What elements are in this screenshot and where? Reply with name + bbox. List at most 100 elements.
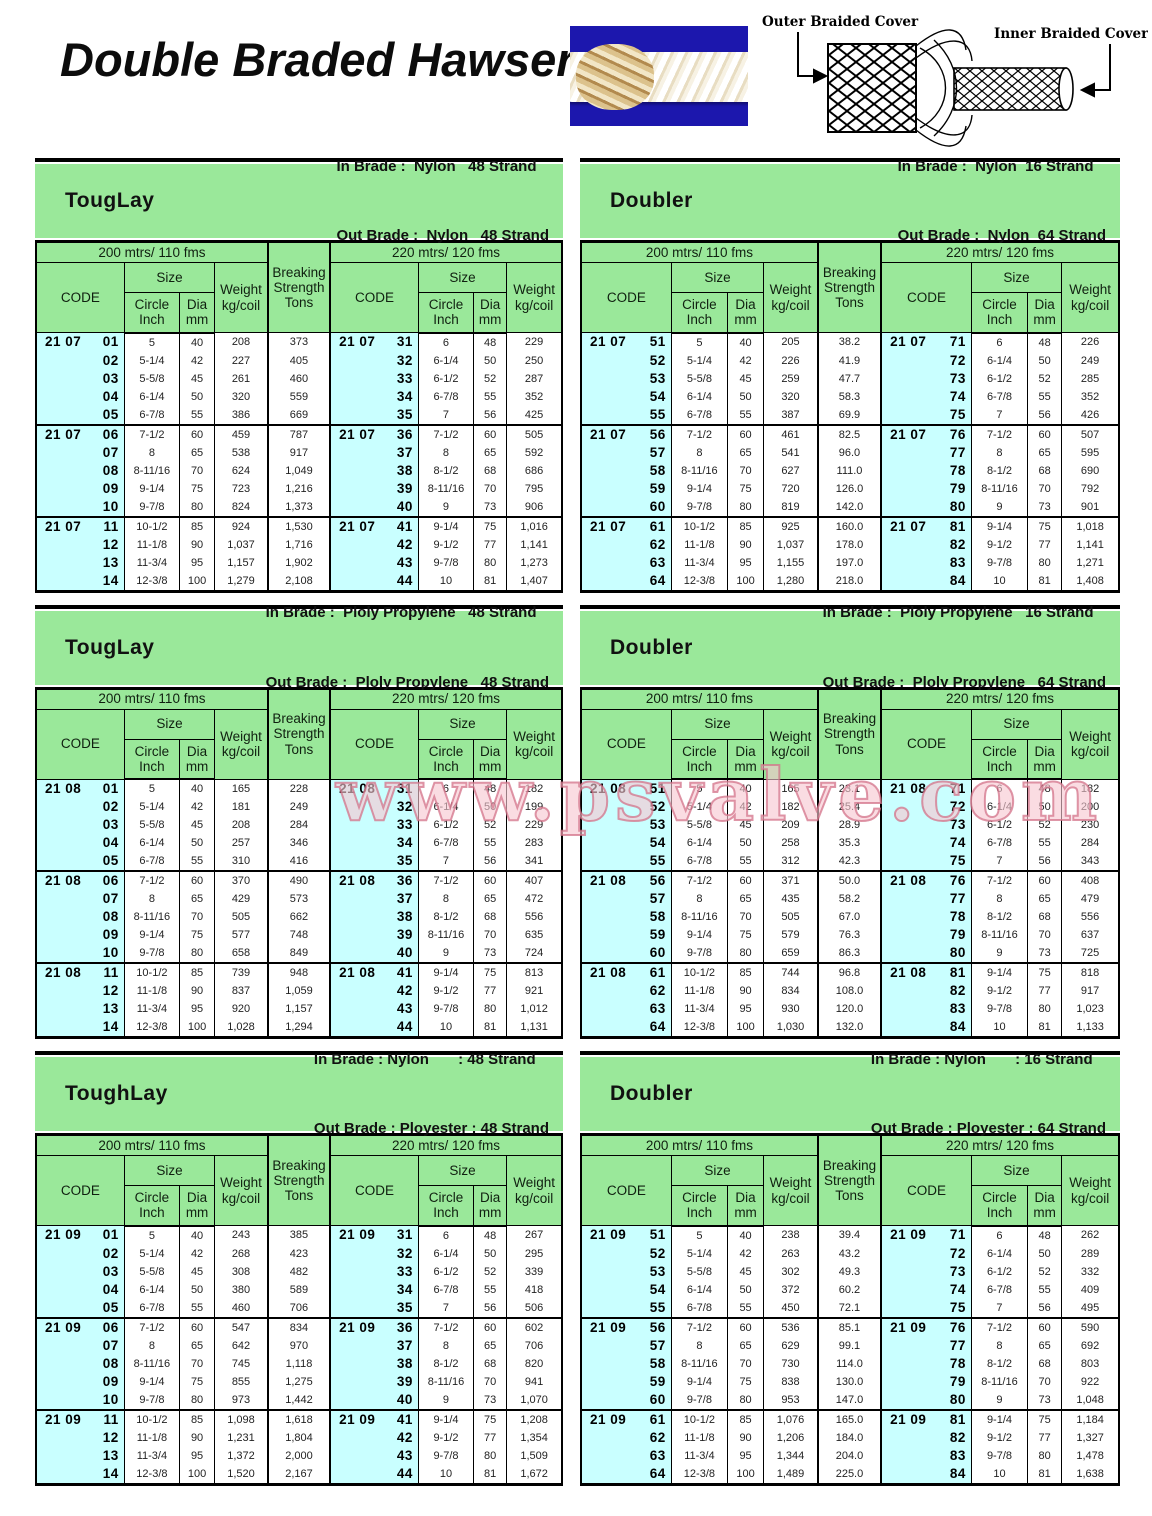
dia-mm-cell: 77: [1027, 535, 1063, 554]
circle-inch-cell: 10: [970, 571, 1029, 591]
table-row: 58 8-11/16 70 627 111.0 78 8-1/2 68 690: [580, 461, 1120, 480]
table-header-panel: TougLay In Brade : Nylon 48 Strand Out B…: [35, 158, 563, 244]
code-suffix: 83: [949, 554, 966, 570]
code-cell: 74: [880, 387, 972, 406]
code-cell: 21 09 01: [35, 1225, 125, 1245]
weight-cell: 658: [214, 944, 269, 963]
code-cell: 63: [580, 553, 672, 572]
circle-inch-cell: 8-11/16: [670, 1354, 729, 1373]
circle-inch-header: Circle Inch: [970, 1185, 1029, 1227]
code-suffix: 59: [649, 1373, 666, 1389]
table-row: 21 09 06 7-1/2 60 547 834 21 09 36 7-1/2 60 602: [35, 1316, 563, 1337]
circle-inch-cell: 9-7/8: [417, 1000, 475, 1018]
code-suffix: 37: [396, 1337, 413, 1353]
dia-mm-cell: 65: [473, 443, 508, 462]
code-prefix: 21 08: [45, 873, 82, 888]
table-row: 21 07 06 7-1/2 60 459 787 21 07 36 7-1/2 60 505: [35, 423, 563, 444]
circle-inch-cell: 6-1/2: [417, 1262, 475, 1281]
weight-cell: 813: [506, 962, 563, 982]
breaking-strength-cell: 1,618: [266, 1408, 332, 1429]
weight-cell: 922: [1061, 1372, 1120, 1391]
dia-mm-cell: 40: [178, 779, 216, 798]
weight-cell: 1,155: [763, 553, 819, 572]
code-prefix: 21 07: [890, 334, 927, 350]
breaking-strength-cell: 416: [266, 852, 332, 871]
circle-inch-cell: 6: [417, 332, 475, 352]
breaking-strength-cell: 490: [266, 870, 332, 890]
code-prefix: 21 09: [590, 1227, 627, 1243]
weight-cell: 579: [763, 926, 819, 944]
code-suffix: 72: [949, 1245, 966, 1261]
circle-inch-cell: 11-1/8: [670, 982, 729, 1000]
weight-cell: 819: [763, 497, 819, 517]
code-cell: 59: [580, 1372, 672, 1391]
code-suffix: 05: [102, 853, 119, 868]
code-prefix: 21 09: [890, 1227, 927, 1243]
table-row: 21 08 06 7-1/2 60 370 490 21 08 36 7-1/2 60 407: [35, 870, 563, 890]
circle-inch-cell: 9-7/8: [970, 1000, 1029, 1018]
weight-cell: 200: [1061, 798, 1120, 816]
circle-inch-cell: 6-7/8: [417, 1280, 475, 1299]
dia-mm-cell: 95: [726, 553, 765, 572]
table-row: 60 9-7/8 80 659 86.3 80 9 73 725: [580, 944, 1120, 963]
circle-inch-cell: 6-1/2: [970, 369, 1029, 388]
weight-cell: 1,279: [214, 571, 269, 591]
code-prefix: 21 07: [590, 334, 627, 350]
code-prefix: 21 08: [590, 965, 627, 980]
weight-cell: 803: [1061, 1354, 1120, 1373]
circle-inch-cell: 11-3/4: [670, 553, 729, 572]
circle-inch-cell: 9-7/8: [417, 1446, 475, 1465]
table-row: 58 8-11/16 70 505 67.0 78 8-1/2 68 556: [580, 908, 1120, 926]
span-220-header: 220 mtrs/ 120 fms: [329, 1134, 563, 1156]
code-cell: 09: [35, 479, 125, 498]
circle-inch-cell: 10-1/2: [670, 515, 729, 536]
code-cell: 39: [329, 1372, 419, 1391]
code-prefix: 21 09: [590, 1319, 627, 1335]
code-suffix: 14: [102, 1019, 119, 1034]
code-cell: 21 07 71: [880, 332, 972, 352]
code-cell: 79: [880, 926, 972, 944]
weight-cell: 472: [506, 890, 563, 908]
breaking-strength-cell: 60.2: [816, 1280, 883, 1299]
dia-mm-cell: 80: [726, 497, 765, 517]
weight-cell: 629: [763, 1336, 819, 1355]
table-row: 21 09 51 5 40 238 39.4 21 09 71 6 48 262: [580, 1225, 1120, 1245]
size-header: Size: [417, 1155, 508, 1186]
code-cell: 14: [35, 1018, 125, 1038]
code-suffix: 03: [102, 1263, 119, 1279]
weight-cell: 262: [1061, 1225, 1120, 1245]
code-suffix: 62: [649, 983, 666, 998]
code-suffix: 10: [102, 1391, 119, 1407]
dia-mm-cell: 56: [473, 405, 508, 425]
circle-inch-cell: 6-7/8: [670, 1298, 729, 1318]
code-cell: 60: [580, 497, 672, 517]
circle-inch-cell: 9-7/8: [123, 497, 181, 517]
code-suffix: 79: [949, 927, 966, 942]
breaking-strength-cell: 76.3: [816, 926, 883, 944]
circle-inch-cell: 9: [417, 944, 475, 963]
table-row: 21 07 51 5 40 205 38.2 21 07 71 6 48 226: [580, 332, 1120, 352]
dia-mm-cell: 48: [1027, 1225, 1063, 1245]
weight-cell: 182: [506, 779, 563, 798]
weight-cell: 1,271: [1061, 553, 1120, 572]
code-suffix: 01: [102, 334, 119, 350]
weight-cell: 418: [506, 1280, 563, 1299]
table-row: 04 6-1/4 50 380 589 34 6-7/8 55 418: [35, 1280, 563, 1299]
breaking-strength-cell: 184.0: [816, 1428, 883, 1447]
weight-cell: 199: [506, 798, 563, 816]
table-row-band-1: TougLay In Brade : Nylon 48 Strand Out B…: [35, 158, 1152, 593]
circle-inch-header: Circle Inch: [123, 738, 181, 780]
table-row: 63 11-3/4 95 1,155 197.0 83 9-7/8 80 1,271: [580, 553, 1120, 572]
table-row: 09 9-1/4 75 577 748 39 8-11/16 70 635: [35, 926, 563, 944]
code-prefix: 21 07: [339, 518, 376, 534]
table-row: 21 08 61 10-1/2 85 744 96.8 21 08 81 9-1/4 75 818: [580, 962, 1120, 982]
dia-mm-cell: 42: [178, 351, 216, 370]
weight-header: Weight kg/coil: [763, 708, 819, 780]
breaking-strength-cell: 58.3: [816, 387, 883, 406]
code-cell: 10: [35, 497, 125, 517]
code-suffix: 84: [949, 1019, 966, 1034]
in-brade-label: In Brade : Nylon : 48 Strand: [313, 1050, 536, 1068]
dia-mm-cell: 50: [178, 834, 216, 852]
weight-cell: 450: [763, 1298, 819, 1318]
code-cell: 53: [580, 1262, 672, 1281]
